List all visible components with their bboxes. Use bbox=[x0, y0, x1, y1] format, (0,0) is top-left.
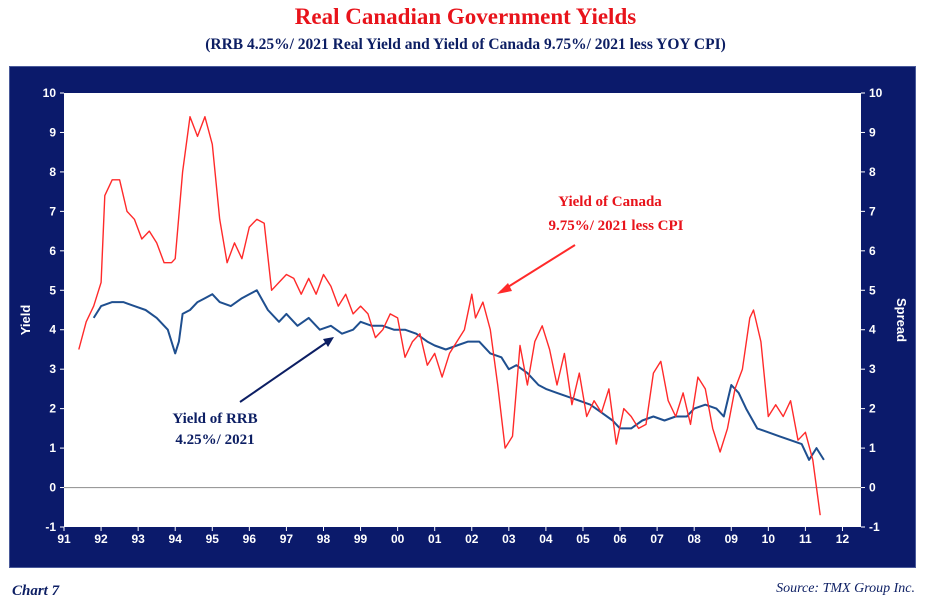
canada-annotation-line1: Yield of Canada bbox=[558, 194, 662, 210]
x-tick-label: 99 bbox=[354, 532, 368, 546]
canada-arrow-head bbox=[497, 283, 512, 294]
rrb-arrow-head bbox=[323, 337, 334, 347]
x-tick-label: 98 bbox=[317, 532, 331, 546]
x-tick-label: 07 bbox=[650, 532, 664, 546]
y-tick-label: 2 bbox=[49, 402, 56, 416]
rrb-yield-line bbox=[92, 289, 825, 461]
y2-tick-label: 9 bbox=[869, 125, 876, 139]
y-tick-label: 8 bbox=[49, 165, 56, 179]
x-tick-label: 95 bbox=[206, 532, 220, 546]
y2-tick-label: -1 bbox=[869, 520, 880, 534]
y-tick-label: 5 bbox=[49, 283, 56, 297]
x-tick-label: 97 bbox=[280, 532, 294, 546]
y2-tick-label: 2 bbox=[869, 402, 876, 416]
y-tick-label: 7 bbox=[49, 204, 56, 218]
x-tick-label: 94 bbox=[169, 532, 183, 546]
rrb-annotation-arrow bbox=[239, 339, 331, 403]
x-tick-label: 11 bbox=[799, 532, 812, 546]
y2-tick-label: 0 bbox=[869, 481, 876, 495]
chart-subtitle: (RRB 4.25%/ 2021 Real Yield and Yield of… bbox=[205, 36, 726, 53]
y2-tick-label: 1 bbox=[869, 441, 876, 455]
canada-annotation-arrow bbox=[499, 244, 576, 293]
y2-axis-label: Spread bbox=[894, 298, 909, 342]
x-tick-label: 08 bbox=[688, 532, 702, 546]
chart-number-label: Chart 7 bbox=[12, 583, 60, 599]
y-tick-label: 3 bbox=[49, 362, 56, 376]
canada-yield-line bbox=[78, 115, 821, 516]
y-tick-label: 6 bbox=[49, 244, 56, 258]
y-tick-label: 9 bbox=[49, 125, 56, 139]
y2-tick-label: 5 bbox=[869, 283, 876, 297]
chart-title: Real Canadian Government Yields bbox=[294, 4, 637, 29]
x-tick-label: 05 bbox=[576, 532, 590, 546]
x-tick-label: 96 bbox=[243, 532, 257, 546]
y-tick-label: 10 bbox=[43, 86, 57, 100]
x-tick-label: 92 bbox=[94, 532, 108, 546]
x-tick-label: 04 bbox=[539, 532, 553, 546]
x-tick-label: 06 bbox=[613, 532, 627, 546]
x-tick-label: 10 bbox=[762, 532, 776, 546]
y-tick-label: -1 bbox=[45, 520, 56, 534]
rrb-annotation-line1: Yield of RRB bbox=[172, 411, 257, 427]
series-lines bbox=[78, 115, 825, 516]
y-tick-label: 4 bbox=[49, 323, 56, 337]
y2-tick-label: 3 bbox=[869, 362, 876, 376]
y2-tick-label: 10 bbox=[869, 86, 883, 100]
y-tick-label: 1 bbox=[49, 441, 56, 455]
y2-tick-label: 7 bbox=[869, 204, 876, 218]
x-tick-label: 01 bbox=[428, 532, 442, 546]
plot-area bbox=[64, 93, 861, 527]
x-tick-label: 91 bbox=[57, 532, 71, 546]
source-note: Source: TMX Group Inc. bbox=[776, 581, 915, 596]
y-axis-label: Yield bbox=[18, 305, 33, 336]
x-tick-label: 02 bbox=[465, 532, 479, 546]
canada-annotation-line2: 9.75%/ 2021 less CPI bbox=[549, 218, 684, 234]
rrb-annotation-line2: 4.25%/ 2021 bbox=[175, 432, 254, 448]
y2-tick-label: 4 bbox=[869, 323, 876, 337]
x-tick-label: 03 bbox=[502, 532, 516, 546]
x-tick-label: 00 bbox=[391, 532, 405, 546]
y2-tick-label: 8 bbox=[869, 165, 876, 179]
x-tick-label: 12 bbox=[836, 532, 850, 546]
y2-tick-label: 6 bbox=[869, 244, 876, 258]
y-tick-label: 0 bbox=[49, 481, 56, 495]
x-tick-label: 93 bbox=[131, 532, 145, 546]
x-tick-label: 09 bbox=[725, 532, 739, 546]
